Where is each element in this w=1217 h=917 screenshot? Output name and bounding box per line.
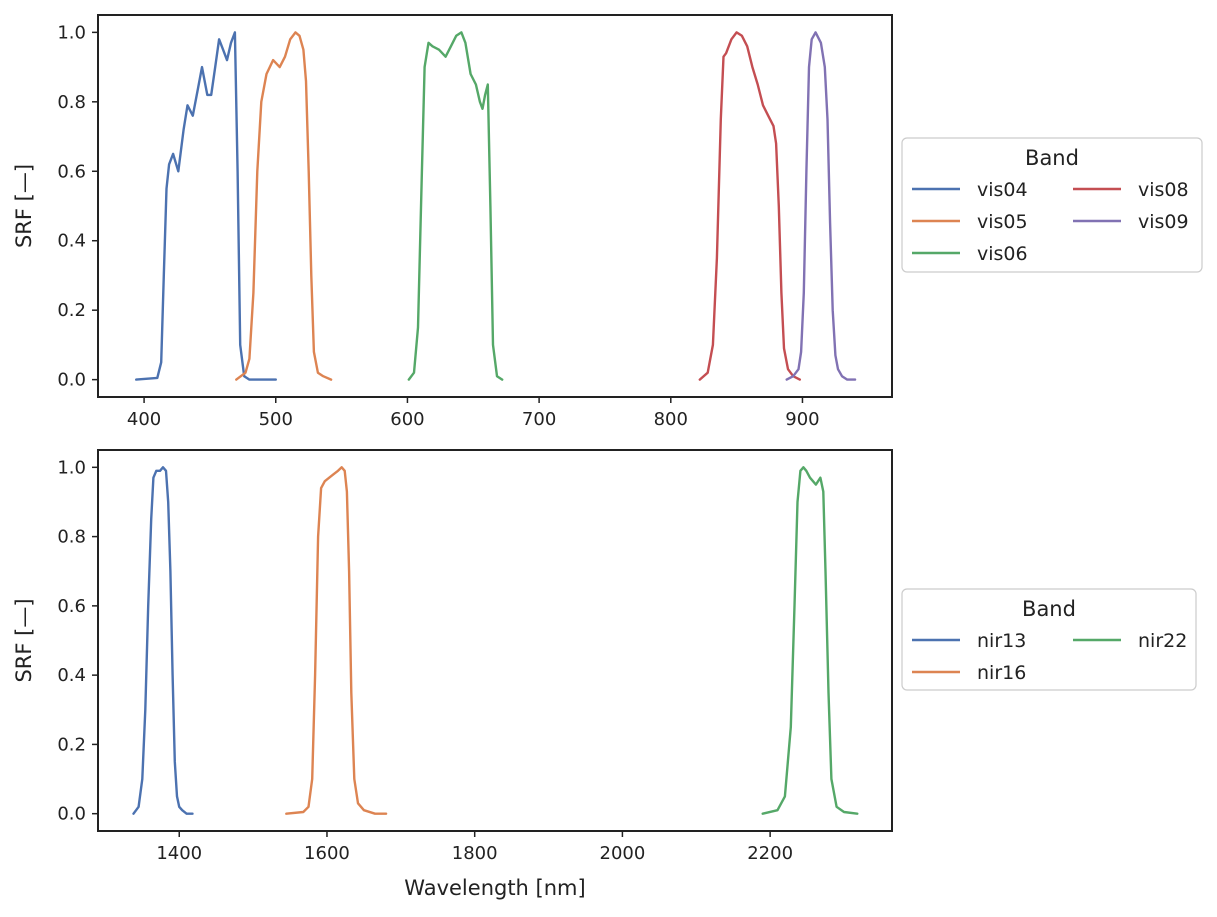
series-line-nir22 bbox=[761, 466, 859, 815]
y-axis-label: SRF [—] bbox=[12, 164, 36, 248]
x-tick-label: 2200 bbox=[747, 843, 793, 864]
legend-label-vis08: vis08 bbox=[1138, 179, 1189, 201]
legend-title: Band bbox=[1022, 597, 1076, 621]
x-tick-label: 600 bbox=[390, 409, 424, 430]
legend-label-nir16: nir16 bbox=[977, 662, 1026, 684]
y-tick-label: 0.4 bbox=[57, 231, 86, 252]
x-tick-label: 800 bbox=[654, 409, 688, 430]
series-line-vis08 bbox=[698, 31, 801, 381]
legend-title: Band bbox=[1025, 146, 1079, 170]
chart-panel-2: 1400 1600 1800 2000 2200 0.0 0.2 0.4 0.6 0.8 1.0 SR… bbox=[12, 449, 1197, 900]
x-tick-label: 1600 bbox=[304, 843, 350, 864]
y-tick-label: 1.0 bbox=[57, 22, 86, 43]
series-line-nir16 bbox=[285, 466, 388, 815]
plot-frame bbox=[97, 449, 893, 832]
y-tick-label: 0.6 bbox=[57, 161, 86, 182]
x-tick-label: 2000 bbox=[600, 843, 646, 864]
legend-box bbox=[901, 588, 1197, 691]
legend-label-vis05: vis05 bbox=[977, 211, 1028, 233]
x-tick-label: 1800 bbox=[452, 843, 498, 864]
y-tick-label: 0.8 bbox=[57, 92, 86, 113]
x-tick-label: 900 bbox=[785, 409, 819, 430]
y-tick-label: 0.0 bbox=[57, 370, 86, 391]
y-tick-label: 1.0 bbox=[57, 457, 86, 478]
y-tick-label: 0.6 bbox=[57, 596, 86, 617]
series-line-vis06 bbox=[407, 31, 504, 381]
y-tick-label: 0.2 bbox=[57, 734, 86, 755]
x-axis-label: Wavelength [nm] bbox=[404, 876, 585, 900]
x-tick-label: 1400 bbox=[156, 843, 202, 864]
legend-label-nir13: nir13 bbox=[977, 630, 1026, 652]
series-line-nir13 bbox=[132, 466, 194, 815]
y-tick-label: 0.8 bbox=[57, 527, 86, 548]
x-tick-label: 400 bbox=[127, 409, 161, 430]
y-tick-label: 0.0 bbox=[57, 804, 86, 825]
series-line-vis09 bbox=[785, 31, 857, 381]
series-line-vis05 bbox=[235, 31, 333, 381]
legend-label-vis09: vis09 bbox=[1138, 211, 1189, 233]
legend: Band nir13 nir16 nir22 bbox=[901, 588, 1197, 691]
y-tick-label: 0.2 bbox=[57, 300, 86, 321]
legend-label-nir22: nir22 bbox=[1138, 630, 1187, 652]
y-axis-label: SRF [—] bbox=[12, 598, 36, 682]
x-tick-label: 700 bbox=[522, 409, 556, 430]
chart-panel-1: 400 500 600 700 800 900 0.0 0.2 0.4 0.6 0.8 1.0 SRF … bbox=[12, 14, 1203, 430]
legend-box bbox=[901, 137, 1203, 273]
series-line-vis04 bbox=[134, 31, 277, 381]
chart-panels: 400 500 600 700 800 900 0.0 0.2 0.4 0.6 0.8 1.0 SRF … bbox=[12, 14, 1203, 900]
legend-label-vis06: vis06 bbox=[977, 243, 1028, 265]
legend-label-vis04: vis04 bbox=[977, 179, 1028, 201]
x-tick-label: 500 bbox=[259, 409, 293, 430]
plot-frame bbox=[97, 14, 893, 398]
y-tick-label: 0.4 bbox=[57, 665, 86, 686]
legend: Band vis04 vis05 vis06 vis08 vis09 bbox=[901, 137, 1203, 273]
